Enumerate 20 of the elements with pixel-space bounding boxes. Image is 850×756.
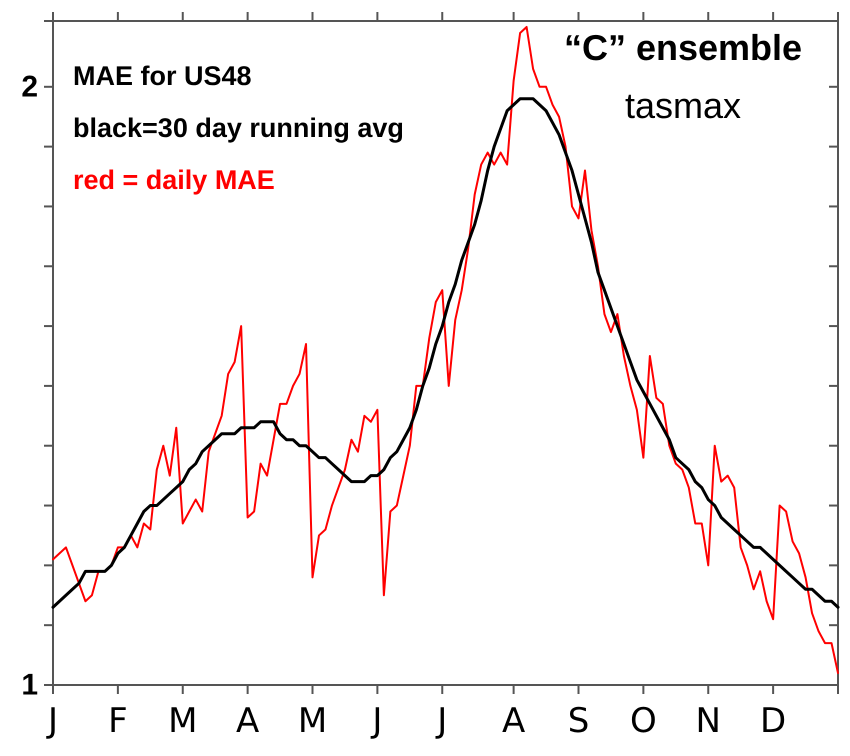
text: tasmax: [624, 85, 742, 126]
chart-title: “C” ensemble: [564, 27, 802, 68]
x-tick-label: J: [435, 701, 448, 742]
x-tick-label: O: [630, 701, 657, 742]
x-tick-label: M: [298, 701, 328, 742]
x-tick-label: J: [370, 701, 382, 742]
x-tick-label: M: [168, 701, 198, 742]
x-tick-label: A: [502, 701, 526, 742]
x-tick-label: D: [760, 701, 786, 742]
x-tick-label: A: [236, 701, 260, 742]
x-tick-label: S: [568, 701, 590, 742]
x-tick-label: F: [108, 701, 128, 742]
y-tick-label: 1: [21, 668, 38, 702]
x-tick-label: J: [46, 701, 58, 742]
text: black=30 day running avg: [73, 113, 404, 143]
line-series: [52, 26, 839, 674]
annotation: MAE for US48: [73, 61, 252, 91]
text: red = daily MAE: [73, 165, 275, 195]
x-tick-label: N: [696, 701, 721, 742]
y-tick-label: 2: [21, 70, 38, 104]
